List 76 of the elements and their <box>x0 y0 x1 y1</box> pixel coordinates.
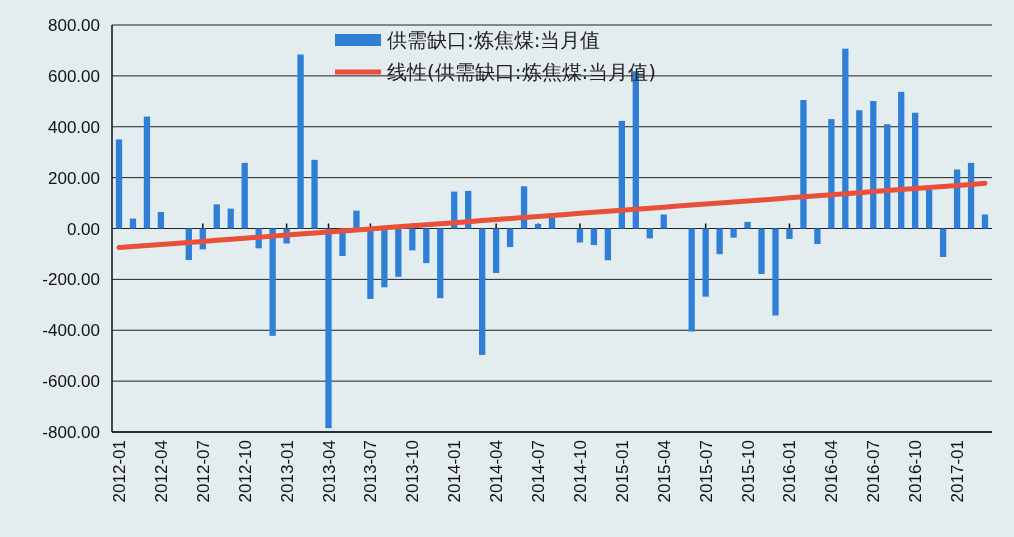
bar <box>241 162 248 229</box>
bar <box>842 48 849 229</box>
bar <box>353 210 360 229</box>
bar <box>129 218 137 229</box>
bar <box>870 101 877 229</box>
bar <box>409 228 416 251</box>
y-tick-label: -800.00 <box>42 423 100 442</box>
bar <box>604 228 612 261</box>
bar <box>143 116 151 229</box>
x-tick-label: 2013-07 <box>361 440 381 503</box>
x-tick-label: 2015-04 <box>654 440 674 503</box>
y-tick-label: 0.00 <box>66 219 100 239</box>
bar <box>856 110 863 229</box>
bar <box>800 100 807 229</box>
x-tick-label: 2015-01 <box>612 440 632 503</box>
bar <box>506 228 514 248</box>
bar <box>367 228 374 299</box>
bar <box>786 228 793 239</box>
bar <box>898 91 905 229</box>
bar <box>884 124 891 229</box>
bar <box>297 54 304 229</box>
bar <box>702 228 709 297</box>
y-tick-label: -400.00 <box>42 321 100 341</box>
x-tick-label: 2015-07 <box>696 440 716 503</box>
y-tick-label: 800.00 <box>48 16 100 35</box>
x-tick-label: 2016-07 <box>864 440 884 503</box>
bar <box>269 228 276 336</box>
x-tick-label: 2013-01 <box>277 440 297 503</box>
bar <box>939 228 947 257</box>
x-tick-label: 2012-07 <box>193 440 213 503</box>
bar <box>437 228 444 299</box>
x-tick-label: 2016-10 <box>906 440 926 503</box>
x-tick-label: 2014-01 <box>445 440 465 503</box>
x-tick-label: 2014-10 <box>570 440 590 503</box>
x-tick-label: 2017-01 <box>948 440 968 503</box>
bar <box>395 228 402 277</box>
bar <box>325 228 332 429</box>
y-tick-label: -600.00 <box>42 372 100 392</box>
x-tick-label: 2012-04 <box>151 440 171 503</box>
bar <box>115 139 123 229</box>
x-tick-label: 2012-01 <box>109 440 129 503</box>
bar <box>227 208 234 229</box>
bar <box>157 211 165 229</box>
bar <box>772 228 779 316</box>
bar <box>479 228 486 355</box>
x-tick-label: 2013-10 <box>403 440 423 503</box>
x-tick-label: 2015-10 <box>738 440 758 503</box>
bar <box>590 228 598 246</box>
bar <box>213 204 220 229</box>
bar <box>381 228 388 288</box>
bar <box>730 228 737 238</box>
bar <box>981 214 989 229</box>
x-tick-label: 2014-04 <box>487 440 507 503</box>
bar <box>758 228 765 275</box>
x-tick-label: 2014-07 <box>529 440 549 503</box>
y-tick-label: 600.00 <box>48 66 100 86</box>
x-tick-label: 2016-04 <box>822 440 842 503</box>
y-tick-label: 400.00 <box>48 117 100 137</box>
x-tick-label: 2016-01 <box>780 440 800 503</box>
bar <box>548 217 556 229</box>
x-tick-label: 2012-10 <box>235 440 255 503</box>
bar <box>618 120 625 229</box>
bar <box>311 159 318 229</box>
bar <box>926 189 933 229</box>
bar <box>716 228 723 255</box>
bar <box>492 228 500 274</box>
bar <box>814 228 821 245</box>
bar <box>688 228 695 332</box>
legend-label: 供需缺口:炼焦煤:当月值 <box>387 28 601 52</box>
x-tick-label: 2013-04 <box>319 440 339 503</box>
y-tick-label: -200.00 <box>42 270 100 290</box>
bar <box>912 112 919 229</box>
bar <box>660 214 667 229</box>
y-tick-label: 200.00 <box>48 168 100 188</box>
bar <box>423 228 430 264</box>
bar <box>828 119 835 229</box>
